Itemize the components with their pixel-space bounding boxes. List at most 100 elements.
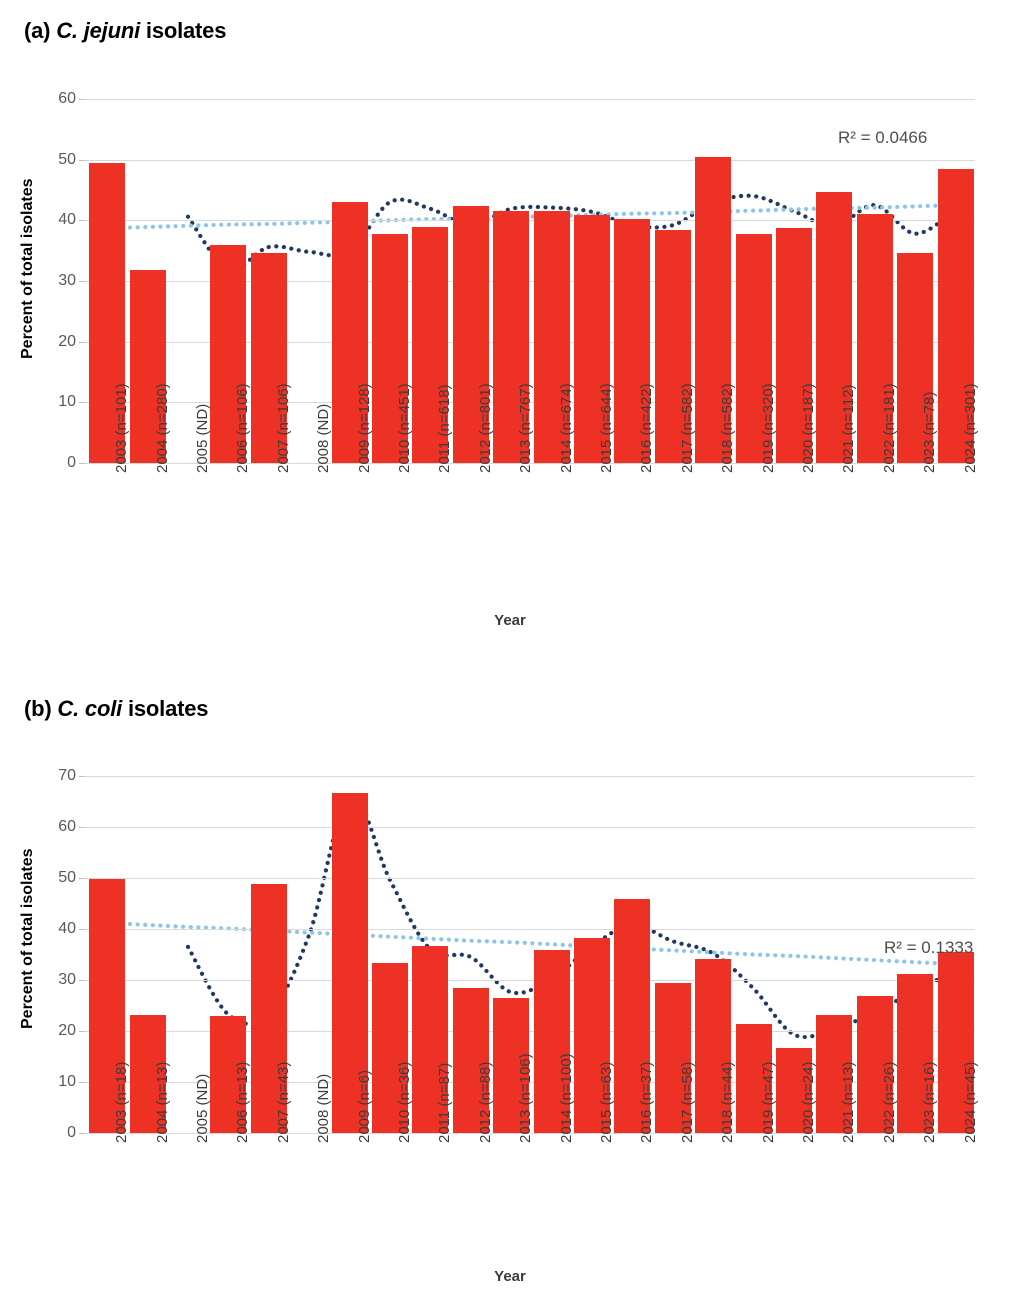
panel-b-title-prefix: (b) bbox=[24, 696, 52, 721]
panel-b-title: (b) C. coli isolates bbox=[24, 696, 209, 722]
y-axis-tick-mark bbox=[79, 1031, 85, 1032]
x-axis-tick-label: 2013 (n=106) bbox=[517, 1053, 535, 1143]
y-axis-tick-label: 30 bbox=[58, 971, 76, 988]
bar[interactable] bbox=[574, 214, 610, 463]
bar[interactable] bbox=[210, 244, 247, 463]
y-axis-tick-label: 70 bbox=[58, 767, 76, 784]
y-axis-tick-label: 50 bbox=[58, 150, 76, 168]
bar[interactable] bbox=[937, 169, 974, 463]
chart-b-y-axis-title: Percent of total isolates bbox=[19, 848, 36, 1030]
gridline bbox=[85, 402, 975, 404]
x-axis-tick-label: 2006 (n=13) bbox=[234, 1061, 252, 1143]
y-axis-tick-label: 20 bbox=[58, 332, 76, 350]
bar[interactable] bbox=[250, 884, 287, 1133]
panel-a-title-suffix: isolates bbox=[145, 18, 227, 43]
bar[interactable] bbox=[695, 959, 732, 1133]
y-axis-tick-label: 10 bbox=[58, 393, 76, 411]
bar[interactable] bbox=[129, 1015, 166, 1133]
y-axis-tick-mark bbox=[79, 827, 85, 828]
gridline bbox=[85, 1031, 975, 1032]
y-axis-tick-mark bbox=[79, 159, 85, 161]
bar[interactable] bbox=[412, 945, 449, 1133]
bar[interactable] bbox=[493, 210, 530, 463]
bar[interactable] bbox=[897, 252, 934, 463]
bar[interactable] bbox=[412, 227, 449, 463]
y-axis-tick-label: 10 bbox=[58, 1073, 76, 1090]
bar[interactable] bbox=[614, 219, 651, 463]
y-axis-tick-mark bbox=[79, 220, 85, 222]
x-axis-tick-label: 2018 (n=44) bbox=[719, 1061, 737, 1143]
gridline bbox=[85, 980, 975, 981]
y-axis-tick-mark bbox=[79, 281, 85, 282]
y-axis-tick-mark bbox=[79, 99, 85, 100]
y-axis-tick-mark bbox=[79, 1082, 85, 1083]
x-axis-tick-label: 2004 (n=13) bbox=[153, 1061, 171, 1143]
x-axis-tick-label: 2019 (n=47) bbox=[759, 1061, 777, 1143]
x-axis-tick-label: 2011 (n=87) bbox=[436, 1062, 454, 1143]
gridline bbox=[85, 878, 975, 879]
gridline bbox=[85, 827, 975, 828]
bar[interactable] bbox=[735, 1024, 772, 1133]
panel-a-title-prefix: (a) bbox=[24, 18, 51, 43]
bar[interactable] bbox=[695, 156, 732, 463]
bar[interactable] bbox=[89, 878, 126, 1133]
chart-b-plot-area: 0 10 20 30 40 50 60 70 bbox=[58, 767, 975, 1141]
y-axis-tick-label: 30 bbox=[58, 272, 76, 289]
bar[interactable] bbox=[493, 997, 530, 1133]
y-axis-tick-label: 60 bbox=[58, 818, 76, 835]
bar[interactable] bbox=[856, 995, 893, 1133]
bar[interactable] bbox=[654, 230, 691, 463]
bar[interactable] bbox=[210, 1015, 247, 1133]
x-axis-tick-label: 2010 (n=36) bbox=[396, 1061, 413, 1143]
panel-a-title: (a) C. jejuni isolates bbox=[24, 18, 226, 44]
gridline bbox=[85, 1082, 975, 1083]
bar[interactable] bbox=[897, 973, 934, 1133]
bar[interactable] bbox=[372, 962, 408, 1133]
bar[interactable] bbox=[129, 270, 166, 463]
bar[interactable] bbox=[452, 206, 489, 463]
bar[interactable] bbox=[614, 898, 651, 1133]
gridline bbox=[85, 159, 975, 161]
y-axis-tick-mark bbox=[79, 341, 85, 343]
y-axis-tick-mark bbox=[79, 929, 85, 930]
bar[interactable] bbox=[372, 234, 408, 463]
bar[interactable] bbox=[776, 1047, 812, 1133]
x-axis-tick-label: 2008 (ND) bbox=[315, 1073, 333, 1143]
y-axis-tick-label: 50 bbox=[58, 869, 76, 886]
x-axis-tick-label: 2017 (n=58) bbox=[678, 1061, 696, 1143]
bar[interactable] bbox=[937, 951, 974, 1133]
y-axis-tick-mark bbox=[79, 402, 85, 404]
bar[interactable] bbox=[654, 983, 691, 1133]
bar[interactable] bbox=[89, 162, 126, 463]
gridline bbox=[85, 463, 975, 464]
gridline bbox=[85, 99, 975, 100]
x-axis-tick-label: 2014 (n=100) bbox=[557, 1053, 575, 1143]
moving-average-line bbox=[185, 793, 958, 1040]
gridline bbox=[85, 220, 975, 222]
y-axis-tick-mark bbox=[79, 878, 85, 879]
bar[interactable] bbox=[533, 211, 570, 463]
bar[interactable] bbox=[250, 253, 287, 463]
bar[interactable] bbox=[856, 214, 893, 463]
bar[interactable] bbox=[452, 987, 489, 1133]
chart-b-r-squared-label: R² = 0.1333 bbox=[884, 938, 974, 957]
chart-a-jejuni: Percent of total isolates 0 10 20 30 40 50 60 … bbox=[19, 90, 979, 629]
bar[interactable] bbox=[533, 950, 570, 1133]
chart-b-x-axis-title: Year bbox=[494, 1268, 526, 1285]
bar[interactable] bbox=[574, 938, 610, 1133]
y-axis-tick-label: 40 bbox=[58, 920, 76, 937]
bar[interactable] bbox=[331, 793, 368, 1133]
bar[interactable] bbox=[816, 191, 853, 463]
bar[interactable] bbox=[776, 227, 812, 463]
gridline bbox=[85, 929, 975, 930]
x-axis-tick-label: 2016 (n=37) bbox=[638, 1061, 656, 1143]
y-axis-tick-label: 0 bbox=[67, 1124, 76, 1141]
x-axis-tick-label: 2024 (n=45) bbox=[961, 1061, 979, 1143]
x-axis-tick-label: 2003 (n=18) bbox=[113, 1061, 131, 1143]
bar[interactable] bbox=[735, 234, 772, 463]
bar[interactable] bbox=[331, 202, 368, 463]
bar[interactable] bbox=[816, 1015, 853, 1133]
x-axis-tick-label: 2009 (n=6) bbox=[355, 1070, 373, 1143]
